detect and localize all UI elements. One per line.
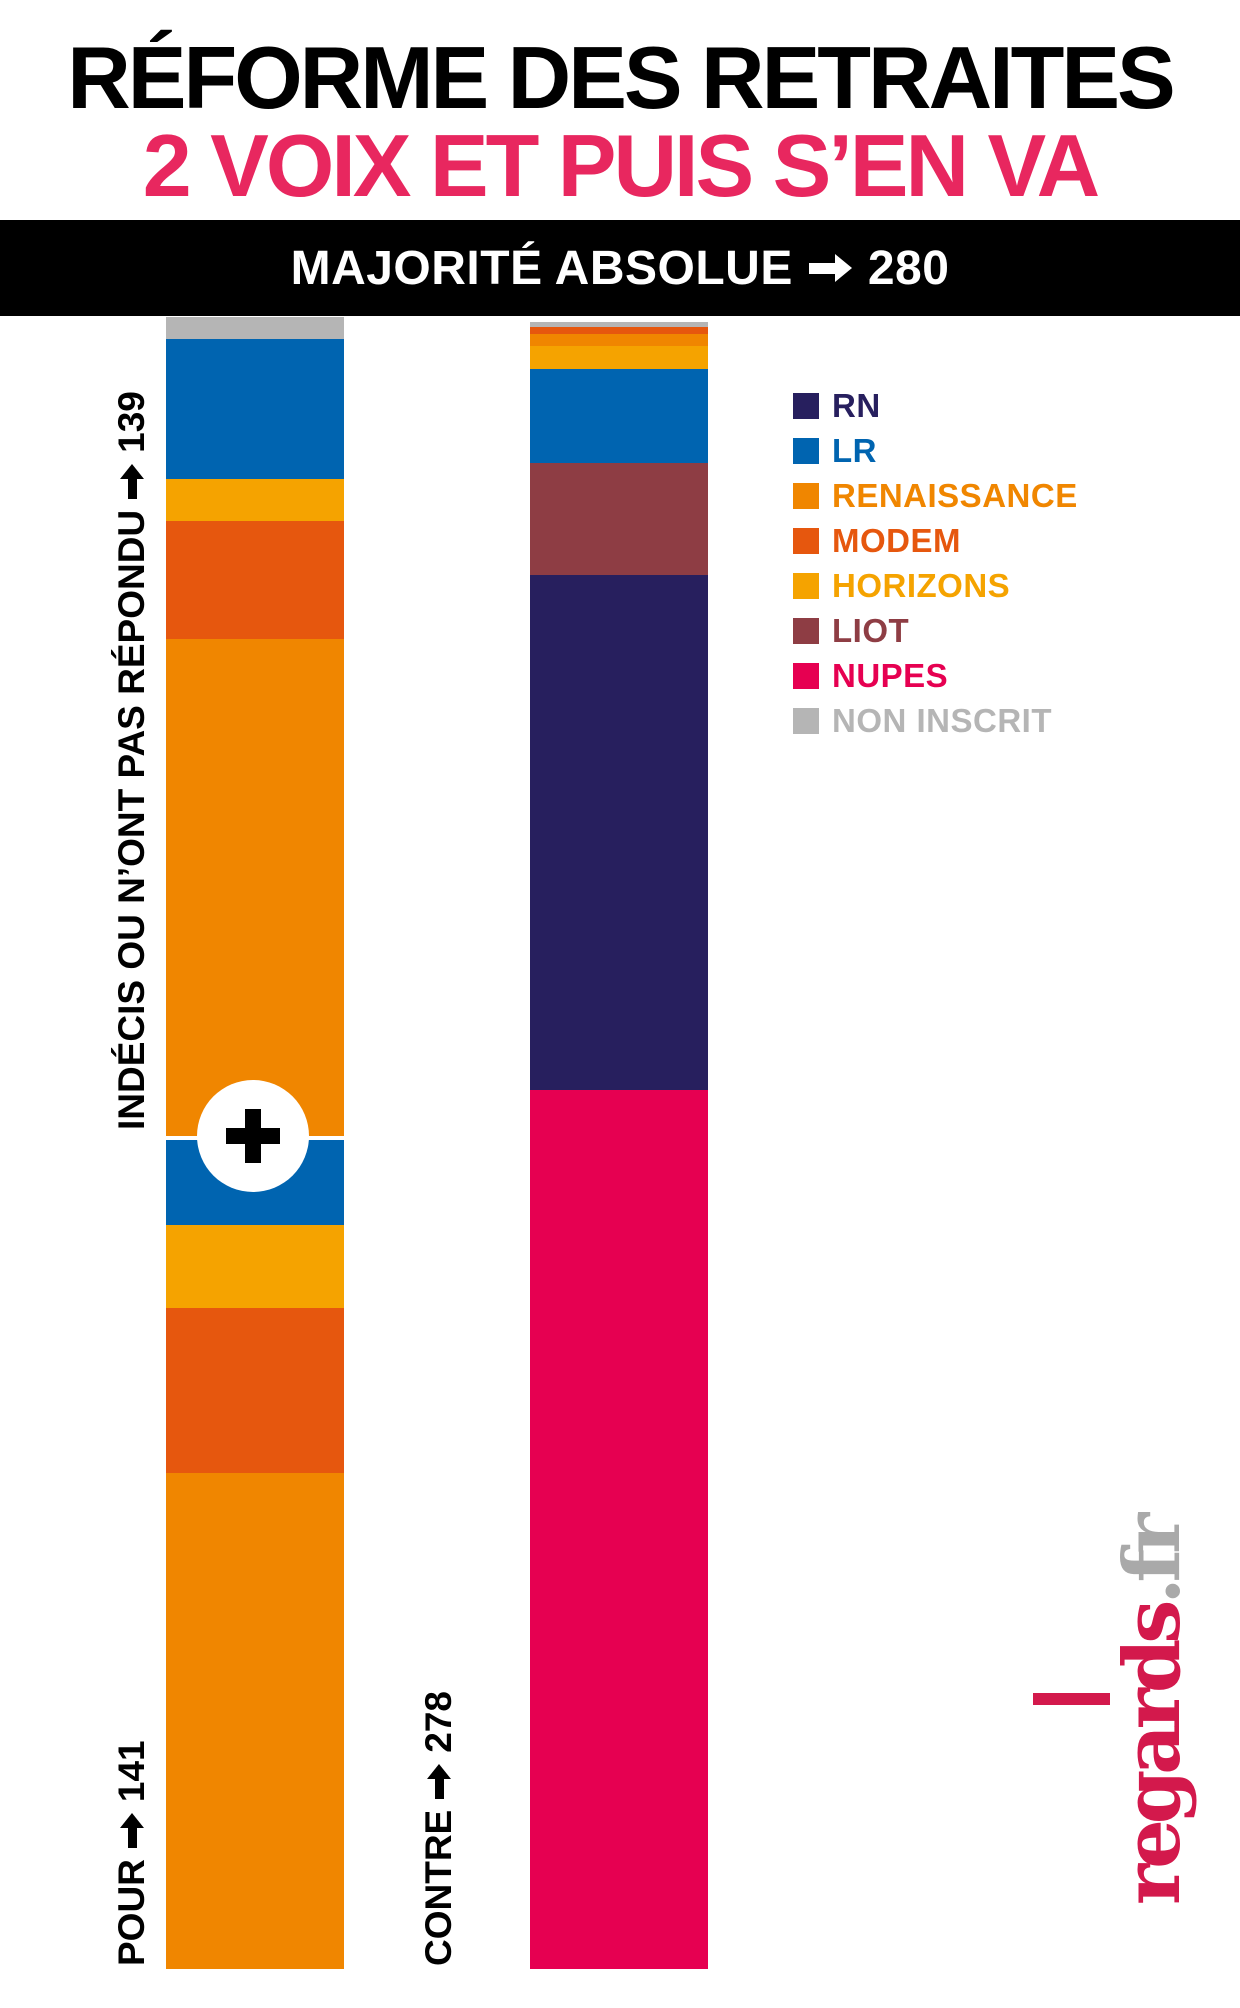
indecis-segment-modem bbox=[166, 521, 344, 639]
legend-label: LR bbox=[832, 432, 877, 469]
bar-label-indecis-text: INDÉCIS OU N’ONT PAS RÉPONDU bbox=[111, 509, 152, 1130]
legend-label: NUPES bbox=[832, 657, 949, 694]
party-color-swatch bbox=[793, 393, 819, 419]
legend-label: RENAISSANCE bbox=[832, 477, 1078, 514]
legend-label: RN bbox=[832, 387, 881, 424]
majority-value: 280 bbox=[867, 241, 950, 295]
party-color-swatch bbox=[793, 438, 819, 464]
contre-segment-liot bbox=[530, 463, 708, 575]
party-color-swatch bbox=[793, 483, 819, 509]
bar-label-contre-text: CONTRE bbox=[418, 1809, 459, 1966]
contre-segment-rn bbox=[530, 575, 708, 1090]
bar-label-indecis-total: 139 bbox=[111, 391, 152, 453]
right-arrow-icon bbox=[427, 1763, 451, 1799]
right-arrow-icon bbox=[120, 1813, 144, 1849]
legend-item-rn: RN bbox=[793, 387, 1078, 424]
regards-logo-name: regards bbox=[1107, 1604, 1198, 1905]
indecis-segment-horizons bbox=[166, 479, 344, 521]
regards-logo-tld: .fr bbox=[1107, 1517, 1198, 1605]
contre-segment-modem bbox=[530, 327, 708, 334]
right-arrow-icon bbox=[120, 463, 144, 499]
bar-label-contre: CONTRE 278 bbox=[416, 1691, 462, 1966]
bar-label-pour-text: POUR bbox=[111, 1859, 152, 1966]
legend-item-nupes: NUPES bbox=[793, 657, 1078, 694]
bar-label-contre-total: 278 bbox=[418, 1691, 459, 1753]
contre-segment-nupes bbox=[530, 1090, 708, 1969]
legend-item-liot: LIOT bbox=[793, 612, 1078, 649]
majority-banner: MAJORITÉ ABSOLUE 280 bbox=[0, 220, 1240, 316]
plus-circle bbox=[197, 1080, 309, 1192]
bar-label-pour: POUR 141 bbox=[109, 1740, 155, 1966]
legend-item-modem: MODEM bbox=[793, 522, 1078, 559]
party-color-swatch bbox=[793, 618, 819, 644]
title-line-1: RÉFORME DES RETRAITES bbox=[67, 28, 1176, 127]
bar-pour bbox=[166, 1140, 344, 1969]
indecis-segment-non_inscrit bbox=[166, 317, 344, 339]
party-color-swatch bbox=[793, 573, 819, 599]
party-color-swatch bbox=[793, 663, 819, 689]
majority-label: MAJORITÉ ABSOLUE bbox=[290, 241, 793, 295]
contre-segment-non_inscrit bbox=[530, 322, 708, 327]
contre-segment-horizons bbox=[530, 346, 708, 369]
party-color-swatch bbox=[793, 708, 819, 734]
bar-label-pour-total: 141 bbox=[111, 1740, 152, 1803]
legend-item-lr: LR bbox=[793, 432, 1078, 469]
bar-label-indecis: INDÉCIS OU N’ONT PAS RÉPONDU 139 bbox=[109, 391, 155, 1130]
plus-icon bbox=[245, 1109, 261, 1163]
legend-label: LIOT bbox=[832, 612, 910, 649]
indecis-segment-lr bbox=[166, 339, 344, 479]
party-color-swatch bbox=[793, 528, 819, 554]
bar-indecis bbox=[166, 317, 344, 1136]
legend-item-renaissance: RENAISSANCE bbox=[793, 477, 1078, 514]
legend: RN LR RENAISSANCE MODEM HORIZONS LIOT NUPES NON… bbox=[793, 387, 1078, 753]
contre-segment-lr bbox=[530, 369, 708, 463]
legend-item-non-inscrit: NON INSCRIT bbox=[793, 702, 1078, 739]
pour-segment-renaissance bbox=[166, 1473, 344, 1969]
legend-label: MODEM bbox=[832, 522, 961, 559]
regards-logo: regards.fr bbox=[1103, 1518, 1203, 1905]
legend-label: NON INSCRIT bbox=[832, 702, 1052, 739]
title-line-2: 2 VOIX ET PUIS S’EN VA bbox=[142, 116, 1100, 215]
regards-logo-bar bbox=[1033, 1693, 1110, 1705]
pour-segment-horizons bbox=[166, 1225, 344, 1308]
indecis-segment-renaissance bbox=[166, 639, 344, 1136]
bar-contre bbox=[530, 322, 708, 1969]
pour-segment-modem bbox=[166, 1308, 344, 1473]
legend-item-horizons: HORIZONS bbox=[793, 567, 1078, 604]
right-arrow-icon bbox=[808, 254, 852, 282]
legend-label: HORIZONS bbox=[832, 567, 1011, 604]
contre-segment-renaissance bbox=[530, 334, 708, 346]
